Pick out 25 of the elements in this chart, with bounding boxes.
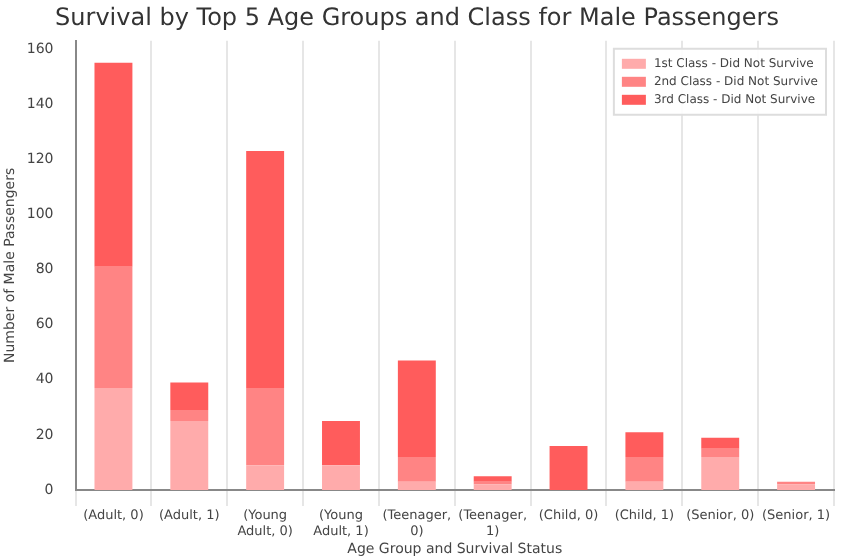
bar: [397, 481, 436, 490]
bar: [397, 360, 436, 457]
bar: [246, 388, 285, 466]
bar: [170, 382, 209, 411]
bar: [701, 448, 740, 457]
bar: [246, 465, 285, 490]
bar: [473, 484, 512, 490]
bar: [397, 456, 436, 482]
bar: [777, 484, 816, 490]
bar: [625, 456, 664, 482]
bar: [625, 481, 664, 490]
bar: [322, 421, 360, 466]
bar: [625, 432, 664, 457]
bar: [701, 456, 740, 490]
bar: [94, 62, 133, 267]
bar: [170, 410, 209, 422]
bar: [94, 388, 133, 490]
bar: [170, 421, 209, 490]
bar: [549, 445, 588, 490]
chart-title: Survival by Top 5 Age Groups and Class for Male Passengers: [55, 2, 779, 31]
bar: [473, 476, 512, 482]
bar: [701, 437, 740, 449]
bar: [94, 266, 133, 389]
bar: [322, 465, 360, 490]
bar: [246, 151, 285, 389]
